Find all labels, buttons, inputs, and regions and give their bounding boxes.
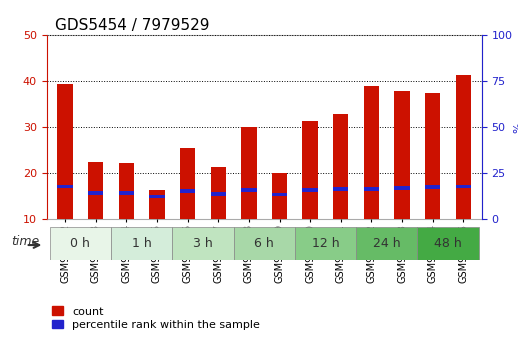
- Bar: [425, 93, 440, 219]
- Bar: [295, 227, 356, 260]
- Bar: [88, 162, 103, 219]
- Bar: [180, 189, 195, 193]
- Bar: [456, 74, 471, 219]
- Text: 24 h: 24 h: [373, 237, 400, 250]
- Bar: [172, 227, 234, 260]
- Bar: [111, 227, 172, 260]
- Bar: [88, 191, 103, 195]
- Bar: [241, 127, 256, 219]
- Bar: [456, 184, 471, 188]
- Bar: [364, 187, 379, 191]
- Bar: [119, 163, 134, 219]
- Bar: [210, 192, 226, 195]
- Bar: [210, 166, 226, 219]
- Text: 12 h: 12 h: [312, 237, 339, 250]
- Text: 3 h: 3 h: [193, 237, 213, 250]
- Text: 6 h: 6 h: [254, 237, 274, 250]
- Bar: [241, 188, 256, 192]
- Text: 0 h: 0 h: [70, 237, 90, 250]
- Bar: [333, 187, 349, 191]
- Bar: [180, 148, 195, 219]
- Bar: [333, 114, 349, 219]
- Bar: [57, 84, 73, 219]
- Bar: [364, 86, 379, 219]
- Text: GDS5454 / 7979529: GDS5454 / 7979529: [55, 18, 210, 33]
- Bar: [303, 120, 318, 219]
- Bar: [119, 191, 134, 195]
- Bar: [394, 91, 410, 219]
- Text: time: time: [11, 235, 40, 248]
- Bar: [234, 227, 295, 260]
- Bar: [50, 227, 111, 260]
- Bar: [303, 188, 318, 192]
- Bar: [149, 189, 165, 219]
- Y-axis label: %: %: [514, 122, 518, 133]
- Legend: count, percentile rank within the sample: count, percentile rank within the sample: [52, 307, 260, 330]
- Bar: [418, 227, 479, 260]
- Bar: [272, 193, 287, 196]
- Bar: [272, 173, 287, 219]
- Bar: [149, 195, 165, 198]
- Text: 48 h: 48 h: [434, 237, 462, 250]
- Bar: [57, 184, 73, 188]
- Text: 1 h: 1 h: [132, 237, 151, 250]
- Bar: [356, 227, 418, 260]
- Bar: [425, 185, 440, 189]
- Bar: [394, 186, 410, 190]
